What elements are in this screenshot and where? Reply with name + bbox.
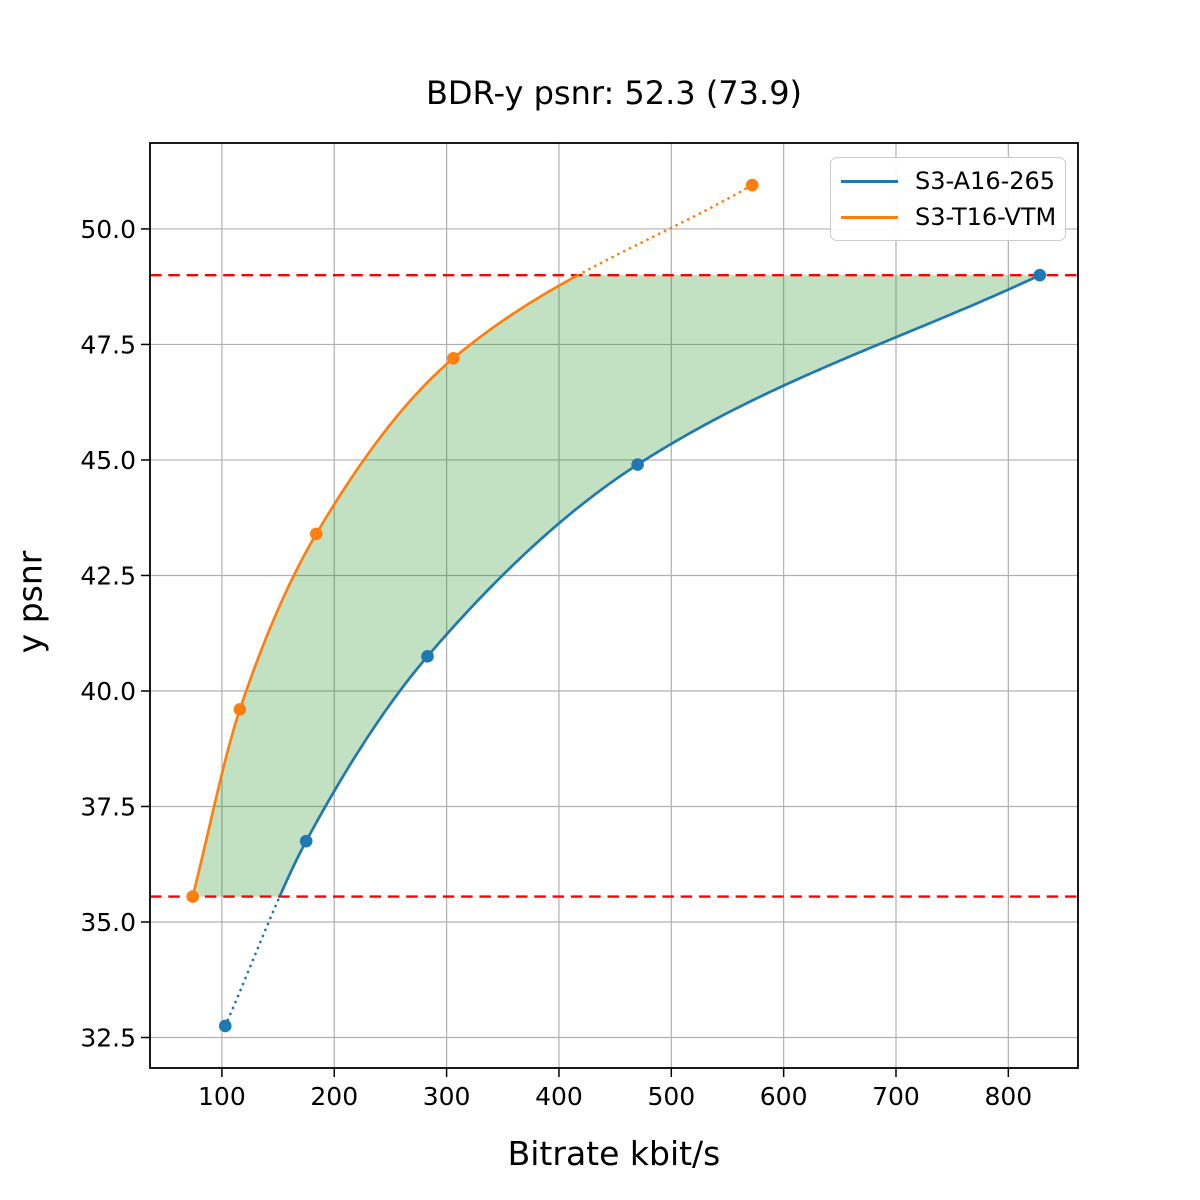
legend-item: S3-T16-VTM — [831, 199, 1065, 235]
y-tick-label: 32.5 — [80, 1024, 136, 1053]
legend-item: S3-A16-265 — [831, 163, 1065, 199]
legend-line-sample-orange — [841, 215, 898, 219]
markers — [186, 178, 1047, 1033]
legend-line-sample-blue — [841, 179, 898, 183]
y-tick-label: 42.5 — [80, 561, 136, 590]
shaded-region — [192, 275, 1040, 897]
axes-spines — [149, 142, 1079, 1069]
data-point-marker — [745, 178, 759, 192]
y-axis-label: y psnr — [10, 550, 50, 654]
x-tick-label: 800 — [984, 1082, 1032, 1111]
grid — [150, 143, 1078, 1068]
x-tick-label: 400 — [535, 1082, 583, 1111]
x-tick-label: 100 — [198, 1082, 246, 1111]
data-point-marker — [1033, 268, 1047, 282]
y-tick-label: 40.0 — [80, 677, 136, 706]
y-tick-label: 45.0 — [80, 446, 136, 475]
ticks-and-labels: 100 200 300 400 500 600 700 800 32.5 35.0 37.5 40.0… — [80, 215, 1032, 1111]
x-axis-label: Bitrate kbit/s — [507, 1134, 721, 1173]
x-tick-label: 300 — [423, 1082, 471, 1111]
data-point-marker — [421, 650, 434, 663]
series-blue-solid — [278, 273, 1041, 898]
y-tick-label: 50.0 — [80, 215, 136, 244]
series-blue-dotted — [223, 895, 281, 1028]
y-tick-label: 35.0 — [80, 908, 136, 937]
y-tick-label: 37.5 — [80, 792, 136, 821]
legend-label: S3-A16-265 — [915, 167, 1056, 195]
data-point-marker — [233, 703, 247, 716]
curves — [191, 183, 1041, 1028]
x-tick-label: 200 — [310, 1082, 358, 1111]
spines — [149, 142, 1079, 1069]
y-tick-label: 47.5 — [80, 330, 136, 359]
chart-title: BDR-y psnr: 52.3 (73.9) — [425, 74, 803, 112]
data-point-marker — [218, 1019, 232, 1033]
legend: S3-A16-265 S3-T16-VTM — [830, 157, 1066, 241]
x-tick-label: 600 — [760, 1082, 808, 1111]
bd-shaded-region — [192, 275, 1040, 897]
data-point-marker — [299, 834, 313, 848]
overlap-lines — [150, 273, 1078, 898]
x-tick-label: 700 — [872, 1082, 920, 1111]
data-point-marker — [309, 527, 323, 541]
data-point-marker — [631, 458, 644, 471]
data-point-marker — [447, 352, 460, 365]
data-point-marker — [186, 890, 199, 903]
legend-label: S3-T16-VTM — [915, 203, 1057, 231]
series-orange-dotted — [576, 183, 754, 277]
series-orange-solid — [191, 273, 579, 897]
x-tick-label: 500 — [647, 1082, 695, 1111]
